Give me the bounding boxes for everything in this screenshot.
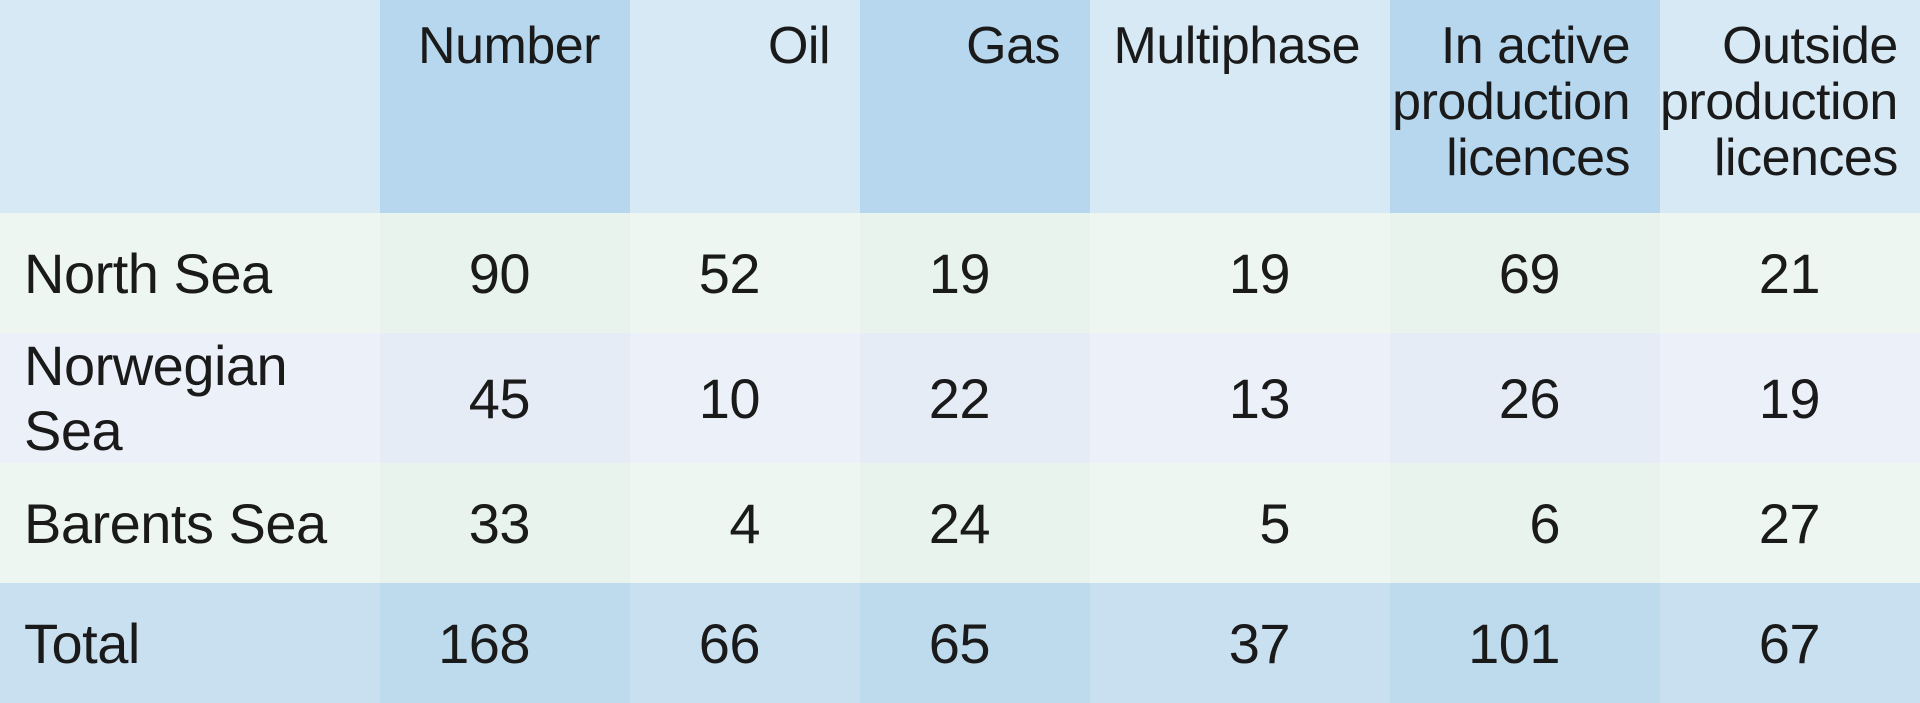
row-label: Total [0, 583, 380, 703]
cell: 27 [1660, 463, 1920, 583]
cell: 168 [380, 583, 630, 703]
table-row: Barents Sea 33 4 24 5 6 27 [0, 463, 1920, 583]
col-header-number: Number [380, 0, 630, 213]
cell: 24 [860, 463, 1090, 583]
cell: 67 [1660, 583, 1920, 703]
header-row: Number Oil Gas Multiphase In active prod… [0, 0, 1920, 213]
table-row: North Sea 90 52 19 19 69 21 [0, 213, 1920, 333]
cell: 19 [860, 213, 1090, 333]
cell: 65 [860, 583, 1090, 703]
cell: 52 [630, 213, 860, 333]
row-label: North Sea [0, 213, 380, 333]
table-row: Norwegian Sea 45 10 22 13 26 19 [0, 333, 1920, 463]
data-table: Number Oil Gas Multiphase In active prod… [0, 0, 1920, 703]
cell: 45 [380, 333, 630, 463]
cell: 10 [630, 333, 860, 463]
col-header-gas: Gas [860, 0, 1090, 213]
cell: 66 [630, 583, 860, 703]
cell: 90 [380, 213, 630, 333]
cell: 33 [380, 463, 630, 583]
cell: 5 [1090, 463, 1390, 583]
col-header-region [0, 0, 380, 213]
cell: 101 [1390, 583, 1660, 703]
table-row-total: Total 168 66 65 37 101 67 [0, 583, 1920, 703]
col-header-in-active: In active production licences [1390, 0, 1660, 213]
cell: 19 [1660, 333, 1920, 463]
cell: 13 [1090, 333, 1390, 463]
cell: 6 [1390, 463, 1660, 583]
cell: 4 [630, 463, 860, 583]
cell: 22 [860, 333, 1090, 463]
row-label: Norwegian Sea [0, 333, 380, 463]
col-header-multiphase: Multiphase [1090, 0, 1390, 213]
col-header-outside: Outside production licences [1660, 0, 1920, 213]
cell: 37 [1090, 583, 1390, 703]
cell: 26 [1390, 333, 1660, 463]
row-label: Barents Sea [0, 463, 380, 583]
cell: 19 [1090, 213, 1390, 333]
cell: 69 [1390, 213, 1660, 333]
col-header-oil: Oil [630, 0, 860, 213]
cell: 21 [1660, 213, 1920, 333]
